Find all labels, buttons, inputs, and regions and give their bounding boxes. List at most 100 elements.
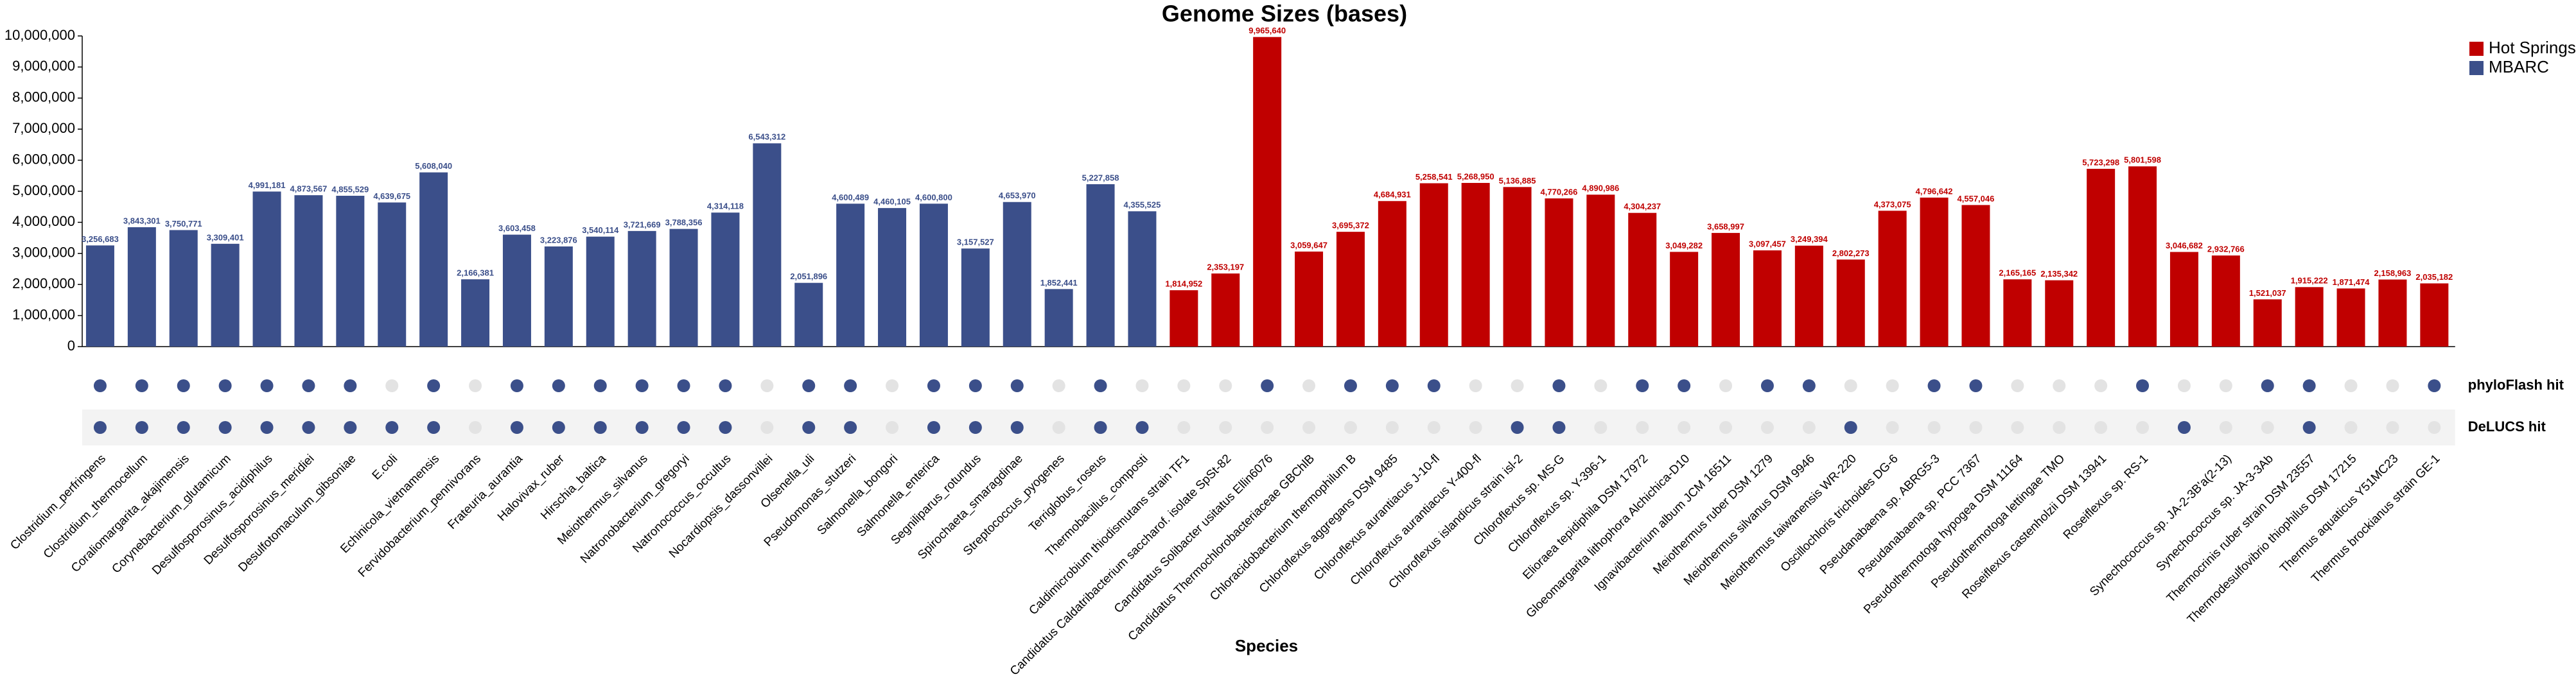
value-label: 2,353,197 (1207, 263, 1244, 272)
bar (1920, 197, 1949, 347)
hit-dot (635, 379, 649, 392)
x-tick-label: E.coli (370, 452, 401, 483)
hit-dot (802, 421, 816, 434)
value-label: 3,721,669 (624, 220, 661, 229)
hit-dot (844, 421, 857, 434)
hit-dot (2428, 379, 2441, 392)
value-label: 3,256,683 (82, 234, 119, 244)
value-label: 2,158,963 (2374, 268, 2412, 278)
bar (1336, 232, 1365, 347)
bar (1794, 245, 1823, 347)
hit-dot (968, 379, 982, 392)
bar (502, 234, 531, 347)
bar (1378, 201, 1406, 347)
x-tick-label: Salmonella_bongori (815, 452, 901, 538)
value-label: 5,136,885 (1499, 176, 1536, 185)
hit-dot (760, 421, 774, 434)
hit-dot (1678, 421, 1691, 434)
value-label: 3,603,458 (498, 223, 536, 233)
y-tick-label: 6,000,000 (12, 151, 75, 167)
bar (1628, 212, 1657, 347)
value-label: 5,608,040 (415, 161, 452, 171)
hit-dot (135, 421, 148, 434)
hit-dot (2177, 379, 2191, 392)
value-label: 3,788,356 (665, 218, 703, 227)
hit-dot (2428, 421, 2441, 434)
value-label: 1,871,474 (2333, 277, 2370, 287)
value-label: 2,035,182 (2415, 272, 2453, 282)
y-tick-label: 0 (67, 338, 75, 354)
hit-dot (2344, 421, 2358, 434)
hit-dot (1802, 421, 1816, 434)
hit-dot (635, 421, 649, 434)
hit-dot (1719, 379, 1733, 392)
hit-dot (1844, 379, 1857, 392)
value-label: 4,639,675 (373, 191, 410, 201)
hit-dot (1552, 421, 1566, 434)
hit-dot (260, 379, 274, 392)
value-label: 1,521,037 (2249, 288, 2286, 298)
hit-dot (1094, 379, 1107, 392)
hit-dot (2011, 421, 2024, 434)
hit-dot (719, 379, 732, 392)
hit-dot (93, 379, 107, 392)
hit-dot (1469, 421, 1482, 434)
hit-dot (344, 421, 357, 434)
hit-dot (302, 421, 315, 434)
hit-dot (1385, 379, 1399, 392)
hit-dot (1760, 379, 1774, 392)
value-label: 4,770,266 (1541, 187, 1578, 197)
hit-dot (1802, 379, 1816, 392)
bar (336, 195, 365, 347)
value-label: 3,309,401 (207, 232, 244, 242)
hit-dot (1552, 379, 1566, 392)
hit-dot (1261, 379, 1274, 392)
hit-dot (1469, 379, 1482, 392)
value-label: 3,059,647 (1290, 240, 1327, 250)
value-label: 3,157,527 (957, 237, 994, 247)
value-label: 4,600,800 (915, 193, 952, 202)
hit-dot (2177, 421, 2191, 434)
hit-dot (593, 421, 607, 434)
value-label: 4,855,529 (331, 184, 369, 194)
legend-label: Hot Springs (2489, 38, 2576, 57)
hit-dot (886, 379, 899, 392)
x-tick-label: Roseiflexus sp. RS-1 (2061, 452, 2151, 542)
bar (1878, 211, 1907, 347)
value-label: 3,097,457 (1749, 239, 1786, 249)
bar (2128, 166, 2157, 347)
bar (2003, 279, 2032, 347)
hit-dot (385, 421, 399, 434)
bar (2169, 252, 2198, 347)
hit-dot (1969, 379, 1983, 392)
bar (211, 243, 240, 347)
hit-dot (469, 379, 482, 392)
value-label: 4,304,237 (1624, 202, 1661, 211)
hit-dot (1511, 421, 1524, 434)
x-tick-label: Synechococcus sp. JA-2-3B'a(2-13) (2087, 452, 2234, 599)
legend-label: MBARC (2489, 57, 2549, 76)
bar (2211, 255, 2240, 347)
y-tick-label: 1,000,000 (12, 306, 75, 322)
hit-dot (2261, 421, 2274, 434)
value-label: 2,135,342 (2040, 269, 2078, 279)
hit-dot (927, 379, 940, 392)
bar (586, 236, 615, 347)
value-label: 4,890,986 (1582, 184, 1619, 193)
bar (169, 230, 198, 347)
value-label: 3,658,997 (1707, 221, 1744, 231)
hit-dot (1385, 421, 1399, 434)
value-label: 3,695,372 (1332, 221, 1369, 230)
hit-dot (2261, 379, 2274, 392)
y-tick-label: 10,000,000 (4, 27, 75, 43)
hit-dot (1927, 379, 1941, 392)
bar (1086, 184, 1115, 347)
hit-dot (2053, 379, 2066, 392)
bar (1253, 37, 1282, 347)
hit-dot (1886, 421, 1899, 434)
value-label: 1,814,952 (1165, 279, 1202, 289)
bar (1211, 273, 1240, 347)
hit-dot (2386, 421, 2399, 434)
bar (2253, 299, 2282, 347)
